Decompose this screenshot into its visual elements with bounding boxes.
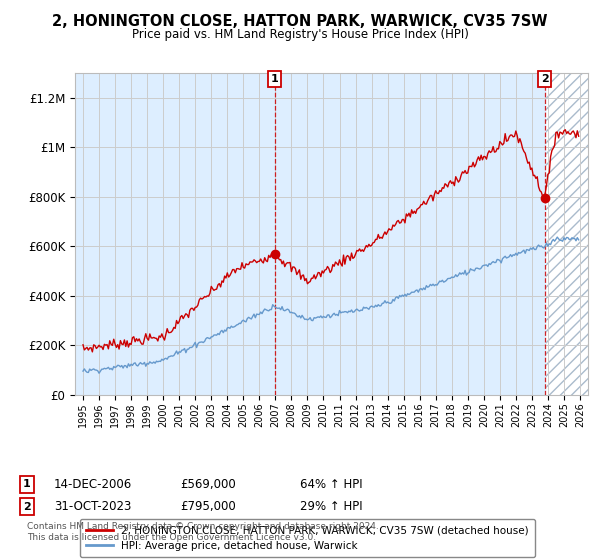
Text: Price paid vs. HM Land Registry's House Price Index (HPI): Price paid vs. HM Land Registry's House … — [131, 28, 469, 41]
Bar — [545, 73, 588, 395]
Text: Contains HM Land Registry data © Crown copyright and database right 2024.: Contains HM Land Registry data © Crown c… — [27, 522, 379, 531]
Text: 2: 2 — [23, 502, 31, 512]
Text: 2, HONINGTON CLOSE, HATTON PARK, WARWICK, CV35 7SW: 2, HONINGTON CLOSE, HATTON PARK, WARWICK… — [52, 14, 548, 29]
Text: £569,000: £569,000 — [180, 478, 236, 491]
Text: £795,000: £795,000 — [180, 500, 236, 514]
Text: 31-OCT-2023: 31-OCT-2023 — [54, 500, 131, 514]
Text: 2: 2 — [541, 74, 548, 84]
Text: This data is licensed under the Open Government Licence v3.0.: This data is licensed under the Open Gov… — [27, 533, 316, 542]
Legend: 2, HONINGTON CLOSE, HATTON PARK, WARWICK, CV35 7SW (detached house), HPI: Averag: 2, HONINGTON CLOSE, HATTON PARK, WARWICK… — [80, 519, 535, 557]
Text: 1: 1 — [23, 479, 31, 489]
Text: 1: 1 — [271, 74, 278, 84]
Text: 14-DEC-2006: 14-DEC-2006 — [54, 478, 132, 491]
Text: 64% ↑ HPI: 64% ↑ HPI — [300, 478, 362, 491]
Text: 29% ↑ HPI: 29% ↑ HPI — [300, 500, 362, 514]
